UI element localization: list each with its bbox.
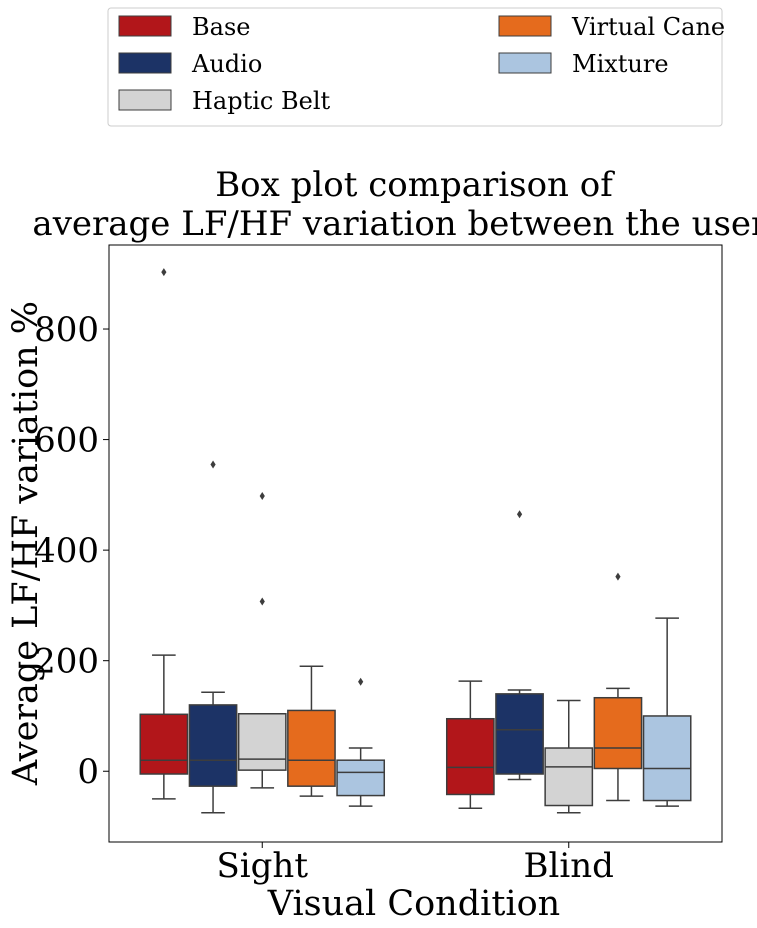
legend-label: Audio — [191, 50, 262, 78]
outlier-point — [615, 572, 621, 581]
chart-title-line-2: average LF/HF variation between the user… — [32, 204, 757, 244]
outlier-point — [259, 597, 265, 606]
legend-swatch — [118, 15, 172, 37]
legend-item-base: Base — [118, 13, 250, 41]
x-axis-ticks: Sight Blind — [217, 842, 614, 886]
box-haptic-belt-blind — [544, 699, 594, 814]
box-body — [287, 709, 336, 787]
box-audio-sight — [188, 460, 238, 814]
outlier-point — [358, 677, 364, 686]
x-tick-label: Sight — [217, 846, 309, 886]
box-body — [642, 715, 692, 802]
box-virtual-cane-sight — [287, 665, 336, 797]
outlier-point — [516, 510, 523, 519]
legend-item-virtual-cane: Virtual Cane — [498, 13, 725, 41]
box-mixture-blind — [642, 617, 692, 807]
box-body — [495, 693, 544, 775]
y-tick-label: 0 — [77, 752, 99, 792]
box-base-sight — [139, 268, 189, 800]
box-body — [188, 704, 238, 787]
y-tick-label: 200 — [34, 642, 99, 682]
y-axis-label: Average LF/HF variation % — [6, 301, 46, 786]
legend-swatch — [118, 52, 172, 74]
y-tick-label: 400 — [34, 531, 99, 571]
legend-item-mixture: Mixture — [498, 50, 669, 78]
box-audio-blind — [495, 510, 544, 781]
legend-item-haptic-belt: Haptic Belt — [118, 87, 331, 115]
box-body — [336, 759, 386, 797]
y-axis-ticks: 0 200 400 600 800 — [34, 310, 109, 792]
box-haptic-belt-sight — [237, 491, 287, 789]
box-series — [139, 268, 692, 814]
outlier-point — [161, 268, 167, 277]
legend-frame — [107, 7, 723, 127]
outlier-point — [210, 460, 216, 469]
legend-label: Base — [192, 13, 250, 41]
legend: Base Audio Haptic Belt Virtual Cane Mixture — [107, 7, 725, 127]
legend-item-audio: Audio — [118, 50, 262, 78]
box-mixture-sight — [336, 677, 386, 807]
y-tick-label: 800 — [34, 310, 99, 350]
box-virtual-cane-blind — [593, 572, 643, 802]
legend-swatch — [118, 89, 172, 111]
box-body — [237, 713, 287, 771]
legend-label: Virtual Cane — [571, 13, 725, 41]
legend-swatch — [498, 52, 552, 74]
box-body — [445, 717, 495, 796]
box-body — [139, 713, 189, 775]
box-body — [593, 696, 643, 770]
x-tick-label: Blind — [524, 846, 614, 886]
legend-label: Haptic Belt — [192, 87, 331, 115]
y-tick-label: 600 — [34, 421, 99, 461]
outlier-point — [259, 491, 265, 500]
chart-title-line-1: Box plot comparison of — [215, 165, 615, 205]
box-body — [544, 747, 594, 807]
x-axis-label: Visual Condition — [267, 884, 560, 924]
legend-swatch — [498, 15, 552, 37]
legend-items: Base Audio Haptic Belt Virtual Cane Mixture — [118, 13, 725, 115]
legend-label: Mixture — [572, 50, 669, 78]
box-base-blind — [445, 680, 495, 810]
